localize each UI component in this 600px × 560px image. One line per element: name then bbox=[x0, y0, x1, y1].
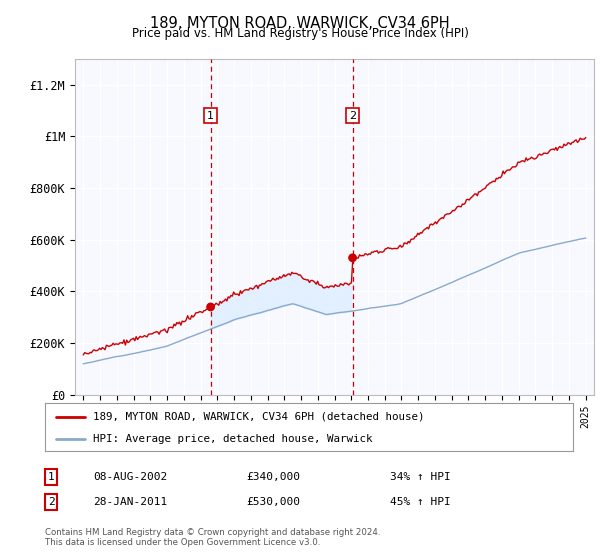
Text: 34% ↑ HPI: 34% ↑ HPI bbox=[390, 472, 451, 482]
Text: 08-AUG-2002: 08-AUG-2002 bbox=[93, 472, 167, 482]
Text: 189, MYTON ROAD, WARWICK, CV34 6PH: 189, MYTON ROAD, WARWICK, CV34 6PH bbox=[150, 16, 450, 31]
Text: 45% ↑ HPI: 45% ↑ HPI bbox=[390, 497, 451, 507]
Text: 2: 2 bbox=[349, 111, 356, 120]
Point bbox=[348, 253, 358, 262]
Text: 1: 1 bbox=[47, 472, 55, 482]
Text: Contains HM Land Registry data © Crown copyright and database right 2024.
This d: Contains HM Land Registry data © Crown c… bbox=[45, 528, 380, 547]
Point bbox=[206, 302, 215, 311]
Text: 189, MYTON ROAD, WARWICK, CV34 6PH (detached house): 189, MYTON ROAD, WARWICK, CV34 6PH (deta… bbox=[92, 412, 424, 422]
Text: £530,000: £530,000 bbox=[246, 497, 300, 507]
Text: 2: 2 bbox=[47, 497, 55, 507]
Text: £340,000: £340,000 bbox=[246, 472, 300, 482]
Text: Price paid vs. HM Land Registry's House Price Index (HPI): Price paid vs. HM Land Registry's House … bbox=[131, 27, 469, 40]
Text: HPI: Average price, detached house, Warwick: HPI: Average price, detached house, Warw… bbox=[92, 434, 372, 444]
Text: 1: 1 bbox=[207, 111, 214, 120]
Text: 28-JAN-2011: 28-JAN-2011 bbox=[93, 497, 167, 507]
